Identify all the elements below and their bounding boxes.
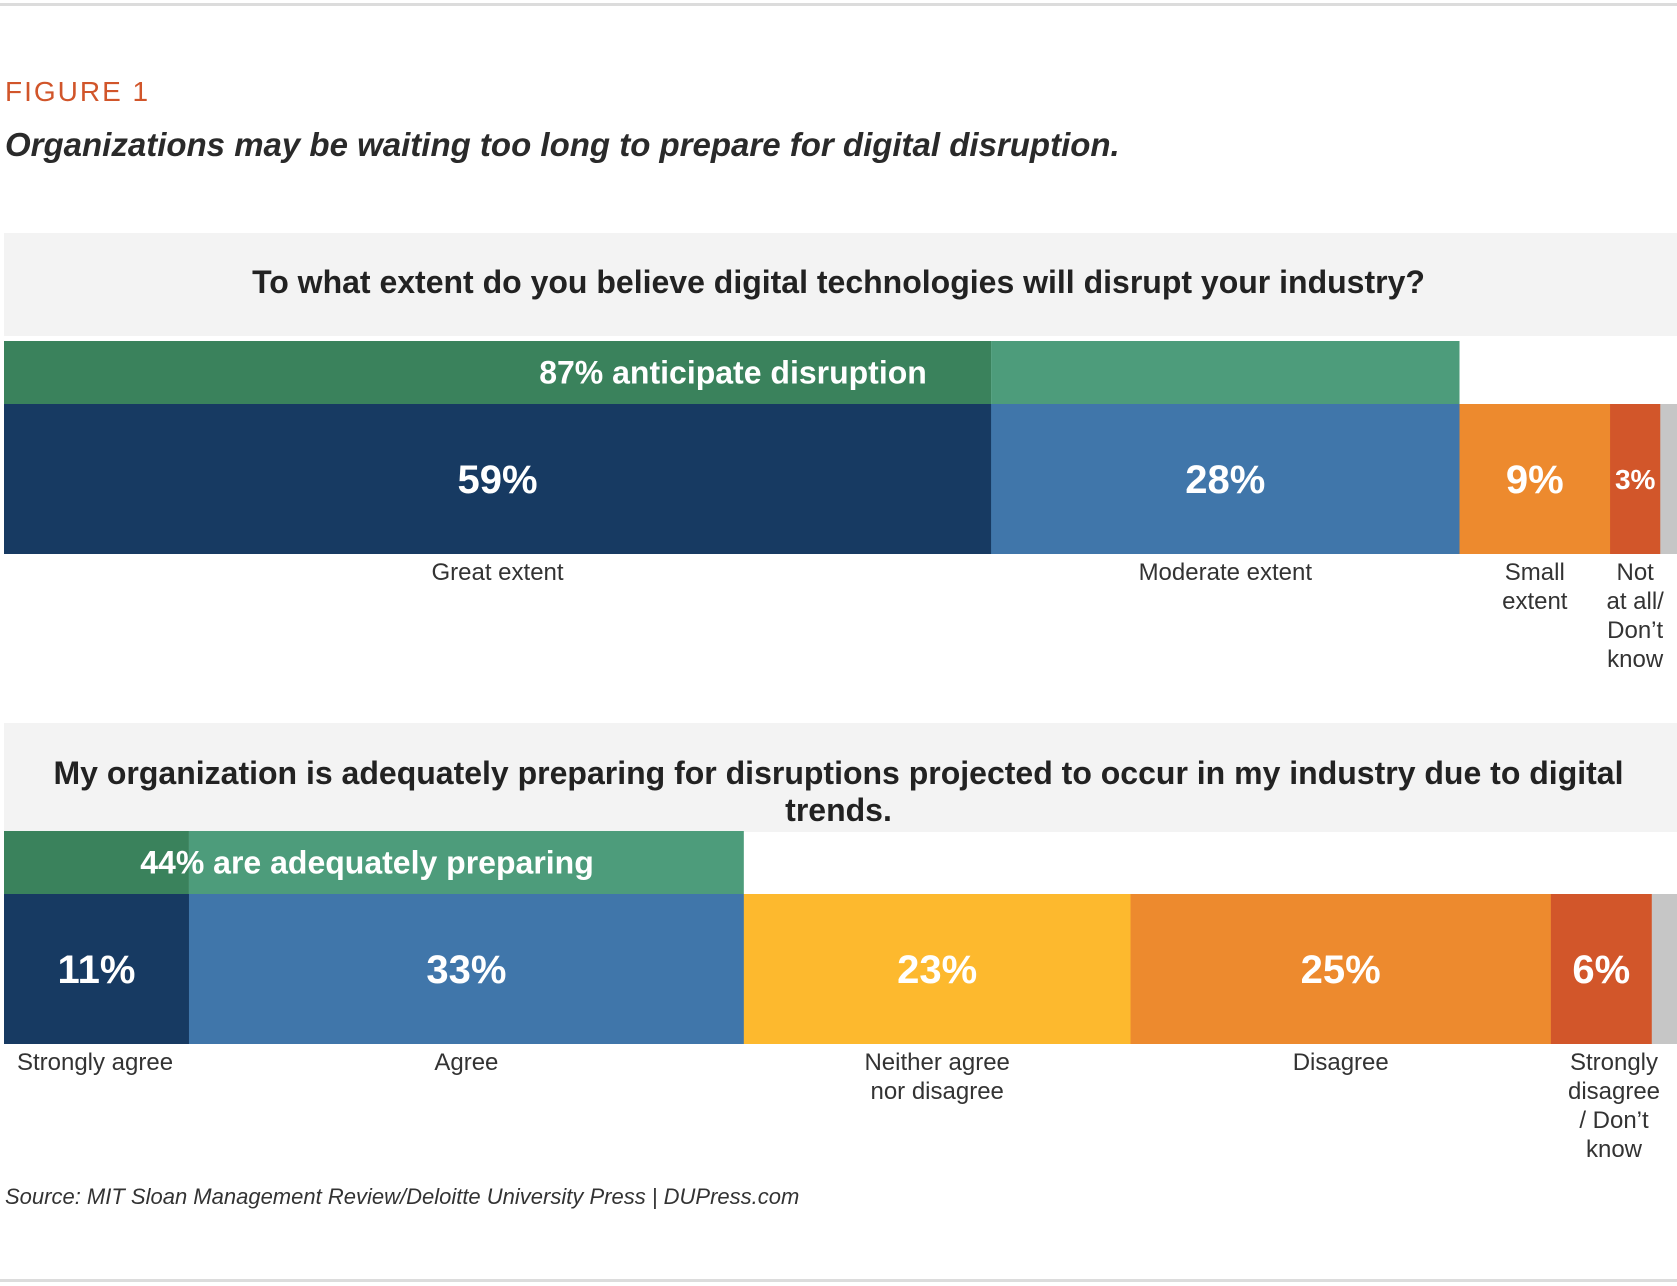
chart-2-data-label: 11% [58, 948, 136, 992]
chart-2-bar-segment [4, 894, 190, 1044]
chart-2-data-label: 6% [1572, 948, 1630, 992]
chart-2-data-label: 25% [1301, 948, 1381, 992]
chart-2-title: My organization is adequately preparing … [53, 755, 1624, 828]
chart-1-bar-segment [1459, 404, 1611, 554]
chart-2-data-label: 23% [897, 948, 977, 992]
chart-2-category-label: Strongly disagree / Don’t know [1568, 1049, 1660, 1163]
chart-2-summary-strip-light [188, 831, 744, 894]
chart-1-category-label: Not at all/Don’t know [1606, 559, 1664, 673]
chart-2-bar-segment [1550, 894, 1653, 1044]
source-note: Source: MIT Sloan Management Review/Delo… [5, 1184, 800, 1209]
chart-2-bar-segment [743, 894, 1132, 1044]
chart-1-data-label: 3% [1615, 464, 1656, 495]
chart-1-summary-strip-light [991, 341, 1460, 404]
chart-1-bar-segment [4, 404, 992, 554]
chart-1-bar-segment [1610, 404, 1661, 554]
chart-2-bar-segment [1651, 894, 1677, 1044]
question-panel-1 [4, 233, 1677, 336]
figure-title: Organizations may be waiting too long to… [5, 126, 1120, 163]
chart-2-category-label: Agree [434, 1049, 498, 1076]
chart-2-data-label: 33% [426, 948, 506, 992]
chart-1-data-label: 59% [458, 458, 538, 502]
chart-2-summary-strip-dark [4, 831, 189, 894]
chart-1-summary-label: 87% anticipate disruption [539, 355, 927, 391]
chart-1-title: To what extent do you believe digital te… [252, 264, 1425, 300]
chart-2-category-label: Neither agree nor disagree [864, 1049, 1009, 1105]
chart-1-summary-strip-dark [4, 341, 992, 404]
figure-label: FIGURE 1 [5, 76, 151, 107]
chart-1-bar-segment [1660, 404, 1677, 554]
chart-2-bar-segment [188, 894, 745, 1044]
chart-2-category-label: Disagree [1293, 1049, 1389, 1076]
chart-1-data-label: 28% [1185, 458, 1265, 502]
bottom-rule [0, 1279, 1677, 1282]
chart-2-bar-segment [1130, 894, 1552, 1044]
chart-1-bar-segment [991, 404, 1461, 554]
chart-2-summary-label: 44% are adequately preparing [140, 845, 594, 881]
chart-2-category-label: Strongly agree [17, 1049, 173, 1076]
question-panel-2 [4, 723, 1677, 832]
chart-1-category-label: Small extent [1502, 559, 1568, 615]
chart-1-data-label: 9% [1506, 458, 1564, 502]
chart-1-category-label: Great extent [431, 559, 563, 586]
chart-1-category-label: Moderate extent [1139, 559, 1313, 586]
top-rule [0, 3, 1677, 6]
